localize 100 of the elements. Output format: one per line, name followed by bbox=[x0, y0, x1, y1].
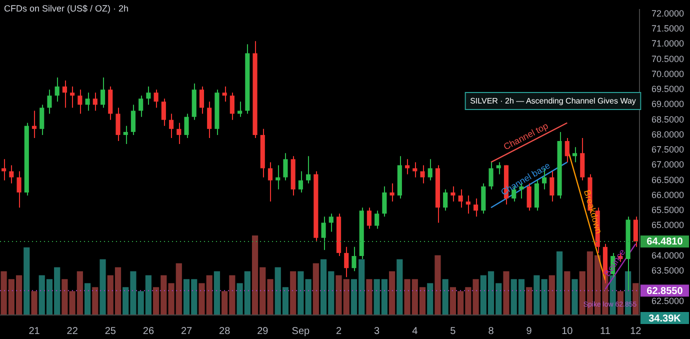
bar bbox=[526, 287, 532, 315]
bar bbox=[389, 271, 396, 315]
x-tick-label: 8 bbox=[488, 326, 494, 337]
candlestick bbox=[298, 170, 303, 193]
candlestick bbox=[283, 152, 288, 181]
candlestick bbox=[169, 113, 174, 138]
candlestick bbox=[47, 89, 52, 114]
y-tick-label: 70.0000 bbox=[651, 68, 684, 79]
candlestick bbox=[78, 89, 82, 114]
y-tick-label: 62.5000 bbox=[651, 296, 684, 306]
candlestick bbox=[572, 146, 578, 163]
y-tick-label: 69.0000 bbox=[651, 99, 684, 110]
candlestick bbox=[328, 213, 334, 232]
bar bbox=[366, 279, 372, 315]
chart-title: CFDs on Silver (US$ / OZ) · 2h bbox=[4, 3, 129, 14]
bar bbox=[31, 291, 38, 315]
candlestick bbox=[321, 216, 326, 250]
x-tick-label: 9 bbox=[526, 326, 532, 337]
candlestick bbox=[138, 95, 144, 118]
candlestick bbox=[306, 156, 311, 184]
candlestick bbox=[184, 113, 189, 138]
bar bbox=[548, 275, 555, 315]
bar bbox=[312, 263, 319, 315]
candlestick bbox=[488, 162, 494, 190]
candlestick bbox=[9, 164, 14, 184]
x-tick-label: 10 bbox=[562, 326, 574, 337]
candlestick bbox=[70, 86, 75, 108]
y-tick-label: 71.5000 bbox=[651, 24, 684, 34]
bar bbox=[434, 255, 441, 315]
y-tick-label: 63.5000 bbox=[651, 266, 684, 276]
candlestick bbox=[268, 162, 273, 202]
bar bbox=[305, 279, 312, 315]
x-tick-label: 27 bbox=[180, 326, 193, 337]
bar bbox=[24, 247, 30, 315]
candlestick bbox=[352, 246, 356, 272]
y-tick-label: 64.0000 bbox=[651, 250, 684, 260]
y-tick-label: 70.5000 bbox=[651, 54, 684, 64]
text: 34.39K bbox=[648, 313, 682, 324]
candlestick bbox=[2, 158, 6, 181]
candlestick bbox=[443, 188, 448, 212]
candlestick bbox=[230, 92, 234, 120]
candlestick bbox=[116, 107, 120, 142]
candlestick bbox=[222, 86, 227, 102]
candlestick bbox=[344, 246, 349, 278]
y-tick-label: 69.5000 bbox=[651, 84, 684, 94]
x-tick-label: 12 bbox=[630, 326, 642, 337]
y-tick-label: 71.0000 bbox=[651, 38, 684, 49]
y-tick-label: 66.5000 bbox=[651, 174, 684, 185]
x-tick-label: Sep bbox=[292, 326, 310, 337]
candlestick bbox=[466, 194, 470, 214]
bar bbox=[84, 283, 91, 315]
candlestick bbox=[276, 164, 280, 190]
bar bbox=[572, 279, 578, 315]
ref-line-label: 62.8550 bbox=[646, 286, 684, 297]
x-tick-label: 22 bbox=[66, 326, 78, 337]
candlestick bbox=[390, 182, 394, 202]
candlestick bbox=[40, 104, 44, 136]
x-tick-label: 5 bbox=[450, 326, 456, 337]
bar bbox=[92, 287, 98, 315]
bar bbox=[564, 271, 570, 315]
candlestick bbox=[123, 125, 128, 145]
x-tick-label: 28 bbox=[219, 326, 231, 337]
x-tick-label: 4 bbox=[412, 326, 418, 337]
candlestick bbox=[382, 186, 387, 218]
x-tick-label: 21 bbox=[28, 326, 40, 337]
candlestick bbox=[366, 207, 372, 230]
x-tick-label: 3 bbox=[374, 326, 380, 337]
y-tick-label: 67.0000 bbox=[651, 160, 684, 170]
candlestick bbox=[412, 162, 418, 178]
bar bbox=[214, 271, 220, 315]
candlestick bbox=[54, 76, 60, 102]
x-tick-label: 11 bbox=[600, 326, 611, 337]
bar bbox=[442, 279, 448, 315]
x-tick-label: 25 bbox=[104, 326, 116, 337]
candlestick bbox=[62, 80, 67, 108]
candlestick bbox=[496, 162, 501, 175]
bar bbox=[556, 251, 563, 315]
candlestick bbox=[154, 89, 158, 108]
candlestick bbox=[130, 104, 136, 136]
candlestick bbox=[161, 98, 166, 126]
ref-line-label: 64.4810 bbox=[646, 236, 684, 248]
candlestick bbox=[550, 170, 554, 202]
candlestick bbox=[238, 101, 242, 118]
x-tick-label: 29 bbox=[257, 326, 269, 337]
candlestick bbox=[474, 198, 478, 218]
y-tick-label: 65.0000 bbox=[651, 220, 684, 230]
candlestick bbox=[32, 110, 37, 138]
bar bbox=[427, 283, 434, 315]
candlestick bbox=[92, 92, 98, 112]
x-tick-label: 26 bbox=[142, 326, 154, 337]
candlestick bbox=[146, 86, 151, 106]
candlestick bbox=[199, 86, 204, 114]
candlestick bbox=[100, 76, 106, 108]
candlestick bbox=[564, 137, 570, 163]
y-tick-label: 67.5000 bbox=[651, 144, 684, 155]
bar bbox=[541, 279, 548, 315]
candlestick bbox=[85, 92, 90, 112]
y-tick-label: 68.0000 bbox=[651, 129, 684, 140]
candlestick bbox=[633, 216, 638, 248]
x-tick-label: 2 bbox=[336, 326, 342, 337]
